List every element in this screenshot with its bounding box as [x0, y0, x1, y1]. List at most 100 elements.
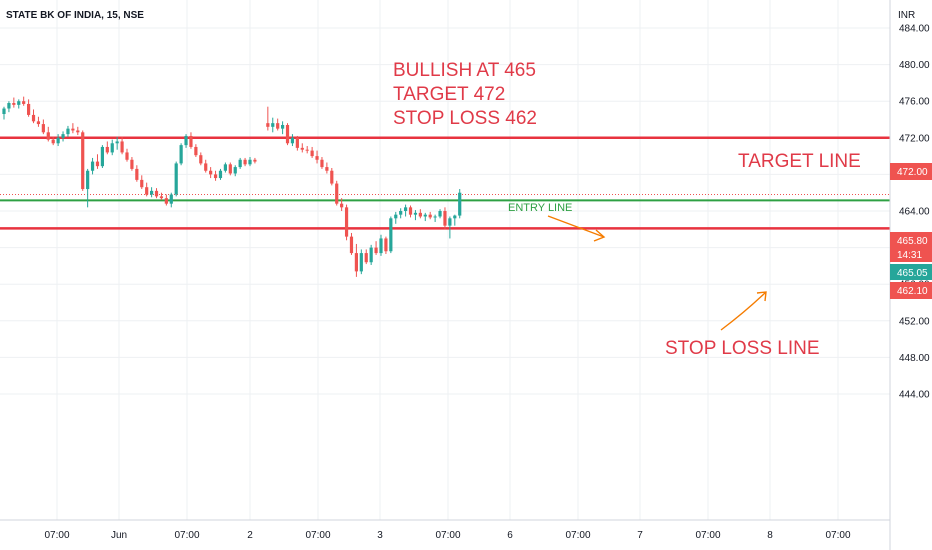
candle-body: [56, 137, 60, 144]
candle-body: [295, 137, 299, 148]
headline-line-1: BULLISH AT 465: [393, 60, 536, 81]
candle-body: [135, 168, 139, 180]
candle-body: [238, 159, 242, 168]
chart-title: STATE BK OF INDIA, 15, NSE: [6, 10, 144, 21]
candle-body: [290, 137, 295, 144]
time-tick-label: 7: [637, 530, 643, 541]
svg-text:465.80: 465.80: [897, 236, 928, 247]
stop-loss-arrow-icon: [720, 291, 767, 331]
candle-body: [213, 174, 218, 179]
candle-body: [7, 103, 11, 109]
candle-body: [199, 155, 203, 164]
time-tick-label: 07:00: [305, 530, 330, 541]
candle-body: [325, 167, 329, 171]
candle-body: [448, 218, 452, 226]
candle-body: [2, 108, 6, 115]
candle-body: [125, 152, 129, 160]
time-tick-label: 07:00: [44, 530, 69, 541]
candle-body: [36, 121, 41, 125]
target-price-badge: 472.00: [890, 163, 932, 180]
candle-body: [174, 163, 178, 195]
time-tick-label: 3: [377, 530, 383, 541]
time-tick-label: Jun: [111, 530, 127, 541]
candle-body: [22, 101, 26, 104]
candle-body: [404, 207, 408, 211]
headline-line-3: STOP LOSS 462: [393, 108, 537, 129]
candle-body: [120, 141, 124, 153]
time-tick-label: 2: [247, 530, 253, 541]
candle-body: [209, 170, 213, 175]
time-tick-label: 6: [507, 530, 513, 541]
candle-body: [243, 159, 247, 165]
candle-body: [281, 124, 285, 129]
svg-text:462.10: 462.10: [897, 286, 928, 297]
candles: [2, 96, 462, 277]
candle-body: [150, 190, 154, 195]
candle-body: [253, 159, 257, 162]
candle-body: [61, 134, 65, 138]
candle-body: [349, 236, 354, 254]
candle-body: [438, 211, 442, 217]
price-tick-label: 452.00: [899, 316, 930, 327]
candle-body: [100, 146, 104, 167]
price-tick-label: 448.00: [899, 353, 930, 364]
price-tick-label: 480.00: [899, 60, 930, 71]
candle-body: [394, 214, 398, 219]
candle-body: [164, 198, 168, 204]
candle-body: [266, 123, 270, 127]
candle-body: [194, 146, 198, 156]
price-axis[interactable]: 444.00448.00452.00456.00460.00464.00468.…: [899, 24, 930, 401]
candle-body: [399, 211, 403, 215]
candle-body: [335, 183, 339, 204]
last-price-badge: 465.80 14:31: [890, 232, 932, 262]
candle-body: [369, 247, 373, 263]
candle-body: [433, 216, 437, 218]
candle-body: [51, 139, 55, 144]
time-tick-label: 07:00: [695, 530, 720, 541]
candle-body: [95, 161, 100, 167]
candle-body: [453, 215, 457, 219]
price-tick-label: 484.00: [899, 24, 930, 35]
time-axis[interactable]: 07:00 Jun 07:00 2 07:00 3 07:00 6 07:00 7 07:00 8 07…: [44, 530, 850, 541]
candle-body: [423, 214, 427, 217]
bar-countdown: 14:31: [897, 250, 922, 261]
grid-layer: [0, 0, 890, 520]
candle-body: [154, 190, 159, 197]
entry-arrow-icon: [547, 215, 606, 242]
candle-body: [418, 212, 422, 217]
candle-body: [320, 159, 324, 168]
candle-body: [130, 159, 134, 169]
stop-price-badge: 462.10: [890, 282, 932, 299]
candle-body: [189, 135, 193, 147]
svg-text:472.00: 472.00: [897, 167, 928, 178]
candle-body: [184, 135, 188, 146]
candle-body: [204, 163, 208, 171]
price-tick-label: 476.00: [899, 97, 930, 108]
candle-body: [443, 211, 447, 226]
candle-body: [364, 253, 368, 263]
time-tick-label: 07:00: [435, 530, 460, 541]
candle-body: [81, 132, 85, 190]
time-tick-label: 07:00: [174, 530, 199, 541]
time-tick-label: 07:00: [825, 530, 850, 541]
candle-body: [31, 114, 36, 122]
candle-body: [374, 247, 378, 254]
svg-text:465.05: 465.05: [897, 268, 928, 279]
candle-body: [223, 164, 227, 171]
candle-body: [169, 194, 173, 204]
candle-body: [86, 170, 90, 190]
candle-body: [145, 187, 149, 195]
candle-body: [71, 128, 75, 131]
entry-line-label: ENTRY LINE: [508, 202, 572, 214]
candle-body: [105, 146, 109, 153]
entry-price-badge: 465.05: [890, 264, 932, 280]
candle-body: [41, 124, 45, 133]
candle-body: [218, 170, 223, 179]
target-line-label: TARGET LINE: [738, 151, 861, 172]
candle-body: [408, 207, 413, 215]
candle-body: [389, 218, 393, 252]
candle-body: [228, 164, 232, 174]
headline-line-2: TARGET 472: [393, 84, 505, 105]
